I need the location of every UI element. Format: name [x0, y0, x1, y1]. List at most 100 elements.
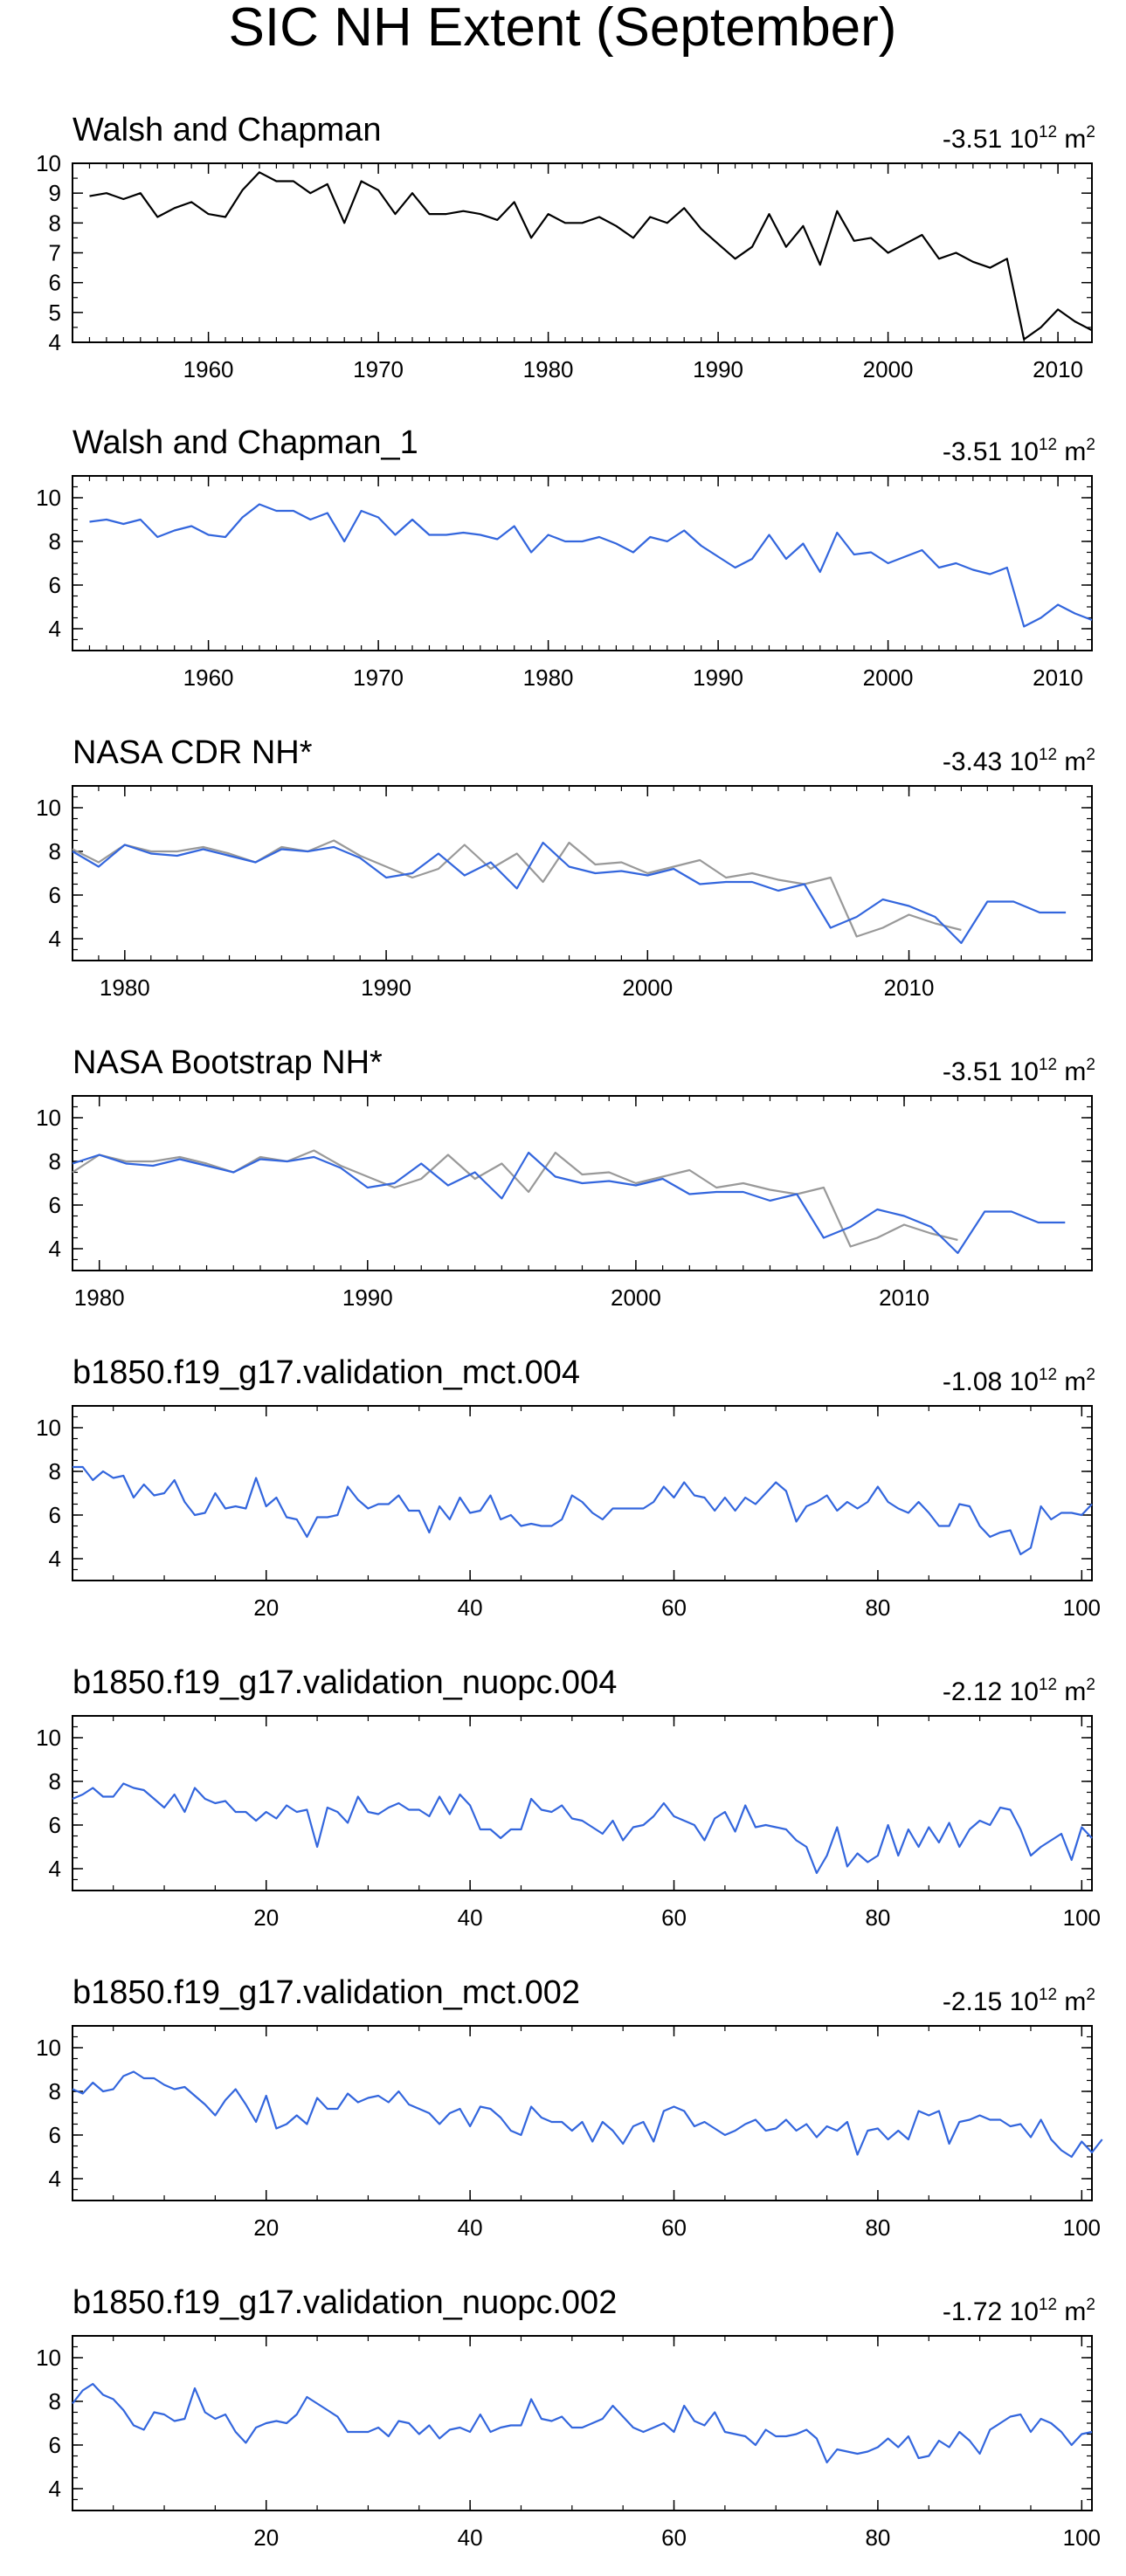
x-tick-label: 1970 [353, 665, 404, 691]
x-tick-label: 40 [458, 2214, 483, 2241]
series-line-1 [89, 503, 1093, 628]
x-tick-label: 40 [458, 1904, 483, 1931]
trend-annotation: -2.12 1012 m2 [943, 1676, 1095, 1706]
trend-unit-unit-exponent: 2 [1086, 746, 1095, 764]
trend-value: -1.72 [943, 2297, 1010, 2326]
y-tick-label: 9 [49, 180, 61, 206]
y-tick-label: 6 [49, 270, 61, 296]
x-tick-label: 20 [253, 2214, 279, 2241]
y-tick-label: 4 [49, 926, 61, 952]
plot-frame [72, 162, 1093, 343]
series-line-1 [72, 2070, 1103, 2159]
x-tick-label: 2000 [863, 665, 914, 691]
trend-unit-unit-exponent: 2 [1086, 1056, 1095, 1074]
trend-annotation: -1.08 1012 m2 [943, 1366, 1095, 1396]
trend-unit-unit-exponent: 2 [1086, 1366, 1095, 1384]
x-tick-label: 20 [253, 1904, 279, 1931]
y-tick-label: 6 [49, 1192, 61, 1218]
trend-value: -2.12 [943, 1677, 1010, 1706]
x-tick-label: 100 [1063, 2524, 1101, 2551]
trend-unit: m [1057, 125, 1086, 154]
trend-unit-base: 10 [1010, 1367, 1039, 1396]
x-tick-label: 1990 [693, 356, 743, 382]
y-tick-label: 8 [49, 528, 61, 554]
trend-unit-base: 10 [1010, 437, 1039, 466]
trend-unit-base: 10 [1010, 1057, 1039, 1086]
x-tick-label: 40 [458, 1595, 483, 1621]
chart-panel-6: b1850.f19_g17.validation_nuopc.004 -2.12 … [36, 1664, 1101, 1931]
x-tick-label: 1990 [342, 1285, 393, 1311]
plot-frame [72, 785, 1093, 961]
x-tick-label: 2000 [622, 975, 673, 1001]
trend-value: -3.43 [943, 747, 1010, 776]
y-tick-label: 8 [49, 2078, 61, 2104]
x-tick-label: 1980 [523, 356, 574, 382]
x-tick-label: 80 [865, 1904, 890, 1931]
y-tick-label: 10 [36, 150, 61, 176]
panel-title: b1850.f19_g17.validation_nuopc.004 [73, 1664, 617, 1701]
trend-value: -3.51 [943, 437, 1010, 466]
x-tick-label: 2010 [879, 1285, 929, 1311]
trend-annotation: -2.15 1012 m2 [943, 1986, 1095, 2016]
x-tick-label: 100 [1063, 2214, 1101, 2241]
y-tick-label: 4 [49, 616, 61, 642]
y-tick-label: 10 [36, 1105, 61, 1131]
x-tick-label: 2010 [1033, 665, 1083, 691]
y-tick-label: 4 [49, 1236, 61, 1262]
y-tick-label: 5 [49, 300, 61, 326]
series-line-1 [89, 171, 1093, 341]
trend-annotation: -3.43 1012 m2 [943, 746, 1095, 776]
trend-unit-exponent: 12 [1039, 436, 1057, 454]
trend-unit-exponent: 12 [1039, 123, 1057, 141]
y-tick-label: 6 [49, 2432, 61, 2458]
trend-unit: m [1057, 437, 1086, 466]
y-tick-label: 6 [49, 882, 61, 908]
x-tick-label: 1980 [74, 1285, 125, 1311]
series-line-1 [72, 839, 962, 938]
x-tick-label: 1960 [183, 356, 234, 382]
series-line-2 [72, 841, 1067, 945]
trend-unit-base: 10 [1010, 747, 1039, 776]
y-tick-label: 10 [36, 1725, 61, 1751]
series-line-2 [72, 1151, 1066, 1255]
trend-unit: m [1057, 1367, 1086, 1396]
panel-title: b1850.f19_g17.validation_mct.002 [73, 1974, 580, 2011]
x-tick-label: 1990 [361, 975, 411, 1001]
series-line-1 [72, 1782, 1093, 1875]
x-tick-label: 60 [661, 1595, 687, 1621]
trend-value: -3.51 [943, 1057, 1010, 1086]
trend-annotation: -1.72 1012 m2 [943, 2296, 1095, 2326]
x-tick-label: 60 [661, 2214, 687, 2241]
y-tick-label: 8 [49, 210, 61, 236]
trend-unit-exponent: 12 [1039, 746, 1057, 764]
trend-unit-exponent: 12 [1039, 1986, 1057, 2004]
y-tick-label: 7 [49, 240, 61, 266]
series-line-1 [72, 2382, 1093, 2464]
panel-title: b1850.f19_g17.validation_mct.004 [73, 1354, 580, 1391]
x-tick-label: 60 [661, 2524, 687, 2551]
y-tick-label: 6 [49, 1502, 61, 1528]
x-tick-label: 100 [1063, 1595, 1101, 1621]
x-tick-label: 1980 [100, 975, 150, 1001]
panel-title: Walsh and Chapman_1 [73, 424, 418, 461]
trend-annotation: -3.51 1012 m2 [943, 1056, 1095, 1086]
chart-panel-7: b1850.f19_g17.validation_mct.002 -2.15 10… [36, 1974, 1103, 2241]
trend-unit-base: 10 [1010, 1987, 1039, 2016]
x-tick-label: 80 [865, 2524, 890, 2551]
y-tick-label: 6 [49, 2122, 61, 2148]
trend-unit-unit-exponent: 2 [1086, 2296, 1095, 2314]
trend-unit-exponent: 12 [1039, 1676, 1057, 1694]
panel-title: Walsh and Chapman [73, 112, 381, 148]
plot-frame [72, 1405, 1093, 1581]
trend-unit-base: 10 [1010, 125, 1039, 154]
y-tick-label: 10 [36, 2035, 61, 2061]
trend-value: -2.15 [943, 1987, 1010, 2016]
y-tick-label: 8 [49, 1458, 61, 1484]
x-tick-label: 80 [865, 2214, 890, 2241]
trend-annotation: -3.51 1012 m2 [943, 123, 1095, 154]
